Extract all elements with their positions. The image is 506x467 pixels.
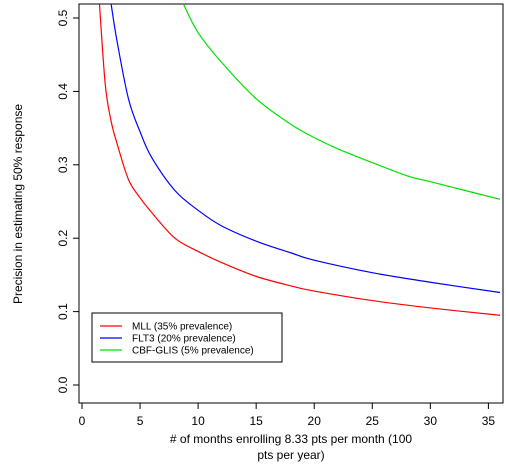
y-tick-label: 0.5 — [56, 9, 70, 26]
legend-box — [91, 312, 283, 363]
x-tick-label: 15 — [249, 414, 263, 428]
legend-items: MLL (35% prevalence)FLT3 (20% prevalence… — [100, 322, 254, 357]
legend-label-3: CBF-GLIS (5% prevalence) — [132, 346, 254, 357]
y-tick-label: 0.1 — [56, 303, 70, 320]
y-axis-label: Precision in estimating 50% response — [11, 104, 25, 304]
y-tick-label: 0.0 — [56, 376, 70, 393]
legend-label-1: MLL (35% prevalence) — [132, 322, 232, 333]
legend: MLL (35% prevalence)FLT3 (20% prevalence… — [91, 312, 283, 363]
x-axis-label-line-1: # of months enrolling 8.33 pts per month… — [170, 432, 412, 446]
series-line-2 — [110, 4, 501, 294]
series-line-3 — [182, 4, 501, 200]
plot-lines — [98, 4, 501, 316]
y-axis: 0.0 0.1 0.2 0.3 0.4 0.5 — [56, 9, 79, 393]
x-tick-label: 5 — [137, 414, 144, 428]
x-axis: 0 5 10 15 20 25 30 35 — [79, 403, 496, 428]
x-tick-label: 10 — [191, 414, 205, 428]
x-tick-label: 25 — [366, 414, 380, 428]
x-tick-label: 20 — [308, 414, 322, 428]
series-line-1 — [98, 4, 501, 316]
x-axis-label-line-2: pts per year) — [257, 448, 324, 462]
plot-area-border — [78, 3, 504, 404]
x-tick-label: 0 — [79, 414, 86, 428]
legend-label-2: FLT3 (20% prevalence) — [132, 334, 236, 345]
x-tick-label: 35 — [482, 414, 496, 428]
y-tick-label: 0.4 — [56, 83, 70, 100]
y-tick-label: 0.2 — [56, 230, 70, 247]
y-tick-label: 0.3 — [56, 156, 70, 173]
x-tick-label: 30 — [424, 414, 438, 428]
